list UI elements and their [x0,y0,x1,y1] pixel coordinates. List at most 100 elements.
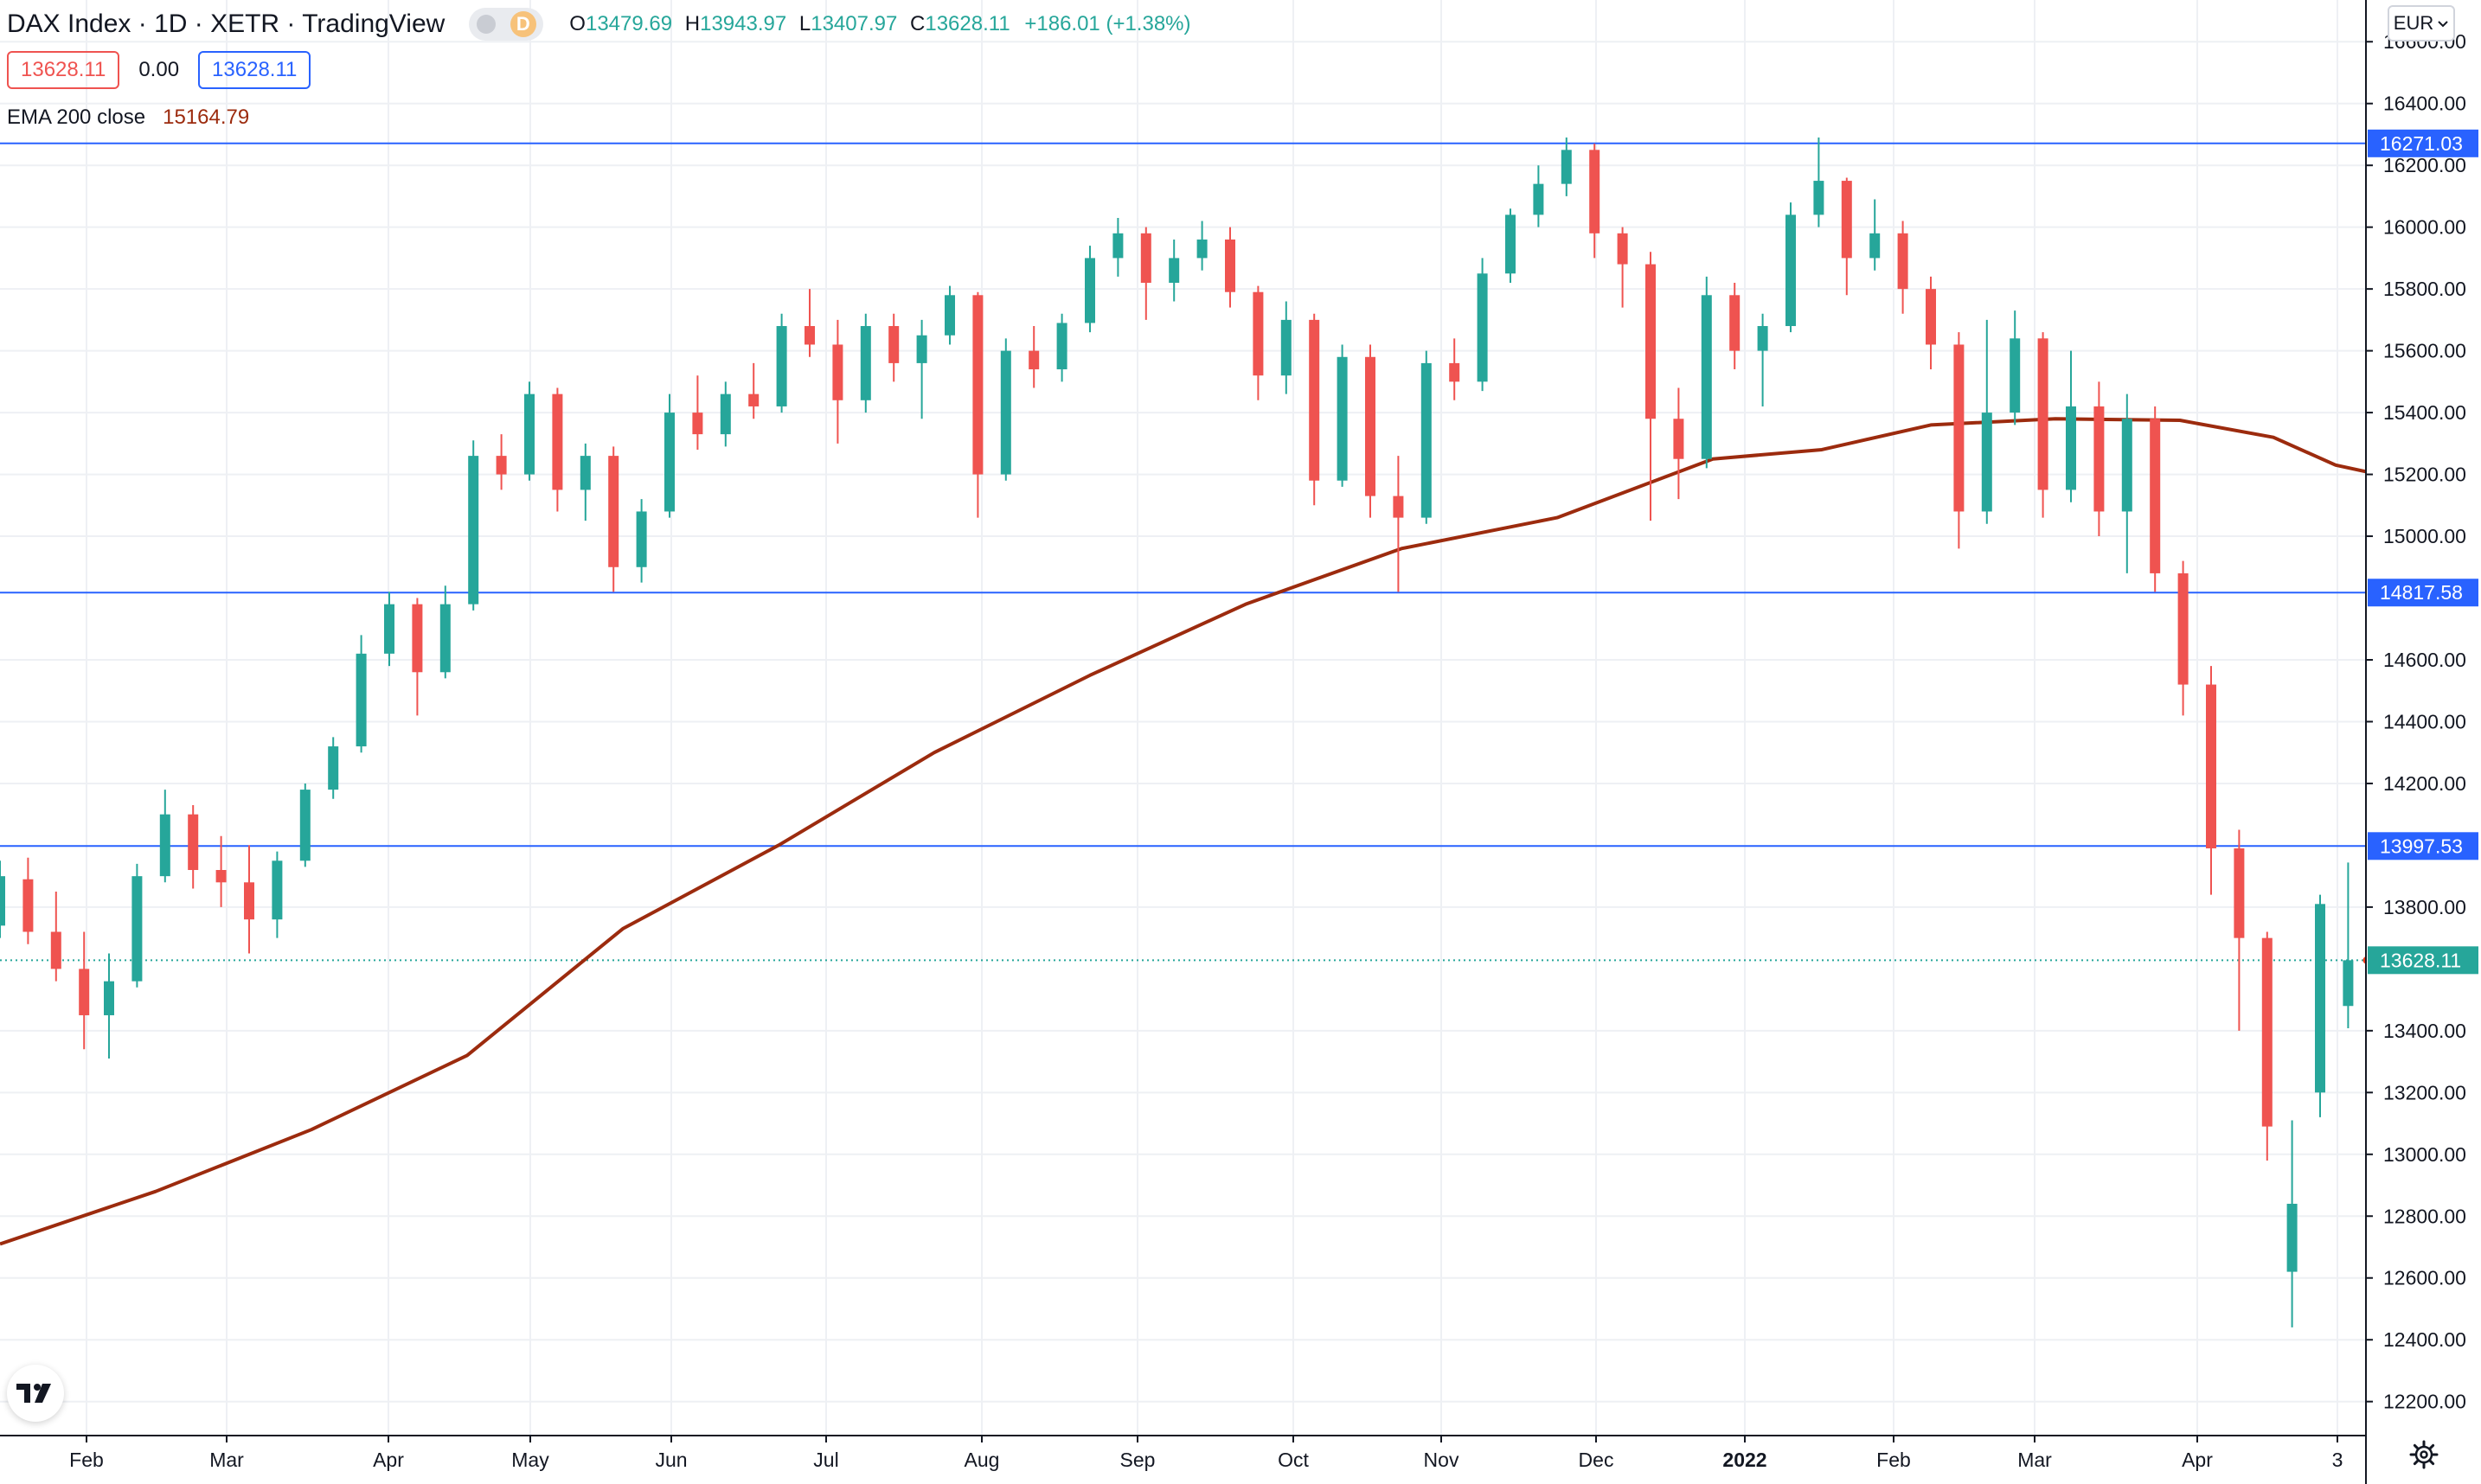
buy-button[interactable]: 13628.11 [198,51,311,89]
x-tick-label: 3 [2332,1449,2343,1471]
candle [1729,282,1741,370]
candle-body [2261,937,2273,1127]
candle [299,783,311,867]
level-tag-label: 14817.58 [2380,581,2463,604]
candle [244,845,254,954]
candle-body [608,456,619,567]
tradingview-logo-icon[interactable] [7,1365,64,1422]
candle [2121,393,2132,573]
symbol-title[interactable]: DAX Index · 1D · XETR · TradingView [7,10,446,38]
candle [1701,276,1712,469]
candle-body [1140,233,1151,283]
level-tag-label: 16271.03 [2380,132,2463,155]
currency-selector[interactable]: EUR [2388,5,2455,42]
candle [1169,239,1180,302]
candle-body [524,393,535,475]
candle-body [328,746,339,790]
interval-pill[interactable]: D [469,8,544,41]
candle-body [131,876,143,982]
high-label: H [684,12,701,35]
candle-body [2177,572,2189,685]
level-tag-label: 13997.53 [2380,835,2463,857]
price-axis-bg [2366,0,2481,1484]
candle [1813,138,1824,227]
candle-body [1701,295,1712,459]
candle [2177,560,2189,716]
trade-buttons: 13628.11 0.00 13628.11 [7,50,311,90]
horizontal-level-lines[interactable] [0,142,2366,848]
candle-body [0,876,5,926]
y-tick-label: 15400.00 [2383,401,2466,424]
candle [496,434,507,490]
candle-body [2150,419,2161,573]
candle [1420,350,1432,524]
x-tick-label: Apr [2182,1449,2213,1471]
x-tick-label: Nov [1424,1449,1459,1471]
candle-body [945,295,955,336]
candle-body [580,456,591,490]
sell-button[interactable]: 13628.11 [7,51,120,89]
y-tick-label: 15200.00 [2383,464,2466,486]
level-tag-bg [2368,832,2478,860]
chevron-down-icon [2438,21,2448,28]
candle [1449,338,1460,400]
indicator-name[interactable]: EMA 200 close [7,106,146,129]
candle-body [1841,181,1852,259]
candle-body [468,456,479,604]
ohlc-values: O13479.69 H13943.97 L13407.97 C13628.11 … [562,12,1190,36]
candle [524,381,535,481]
candle [1056,313,1067,382]
candle-body [972,295,984,475]
x-tick-label: Mar [209,1449,244,1471]
candle [916,319,927,419]
indicator-value: 15164.79 [163,106,250,129]
y-tick-label: 14400.00 [2383,710,2466,732]
candle-body [692,413,703,435]
candle-body [215,870,227,883]
candle [1000,338,1011,481]
candle [1561,138,1572,196]
x-tick-label: 2022 [1722,1449,1766,1471]
time-axis[interactable]: Feb Mar Apr May Jun Jul Aug Sep Oct Nov Dec 2022 Feb… [0,1435,2366,1471]
candle [215,835,227,907]
candle [2037,332,2048,518]
candle-body [1729,295,1741,351]
candle-body [1953,344,1965,512]
candle [2206,666,2216,895]
candle [384,592,394,667]
candle [2343,862,2354,1028]
candle-body [1505,214,1516,274]
candle [748,362,760,419]
candle [1280,301,1292,394]
y-tick-label: 13800.00 [2383,896,2466,918]
ema-200-line[interactable] [0,417,2430,1246]
candle-body [2010,338,2021,413]
x-tick-label: Dec [1579,1449,1614,1471]
y-tick-label: 12200.00 [2383,1391,2466,1413]
candle [1645,252,1656,521]
candle-body [439,604,451,673]
candle-body [1000,350,1011,475]
status-dot-icon [476,15,496,34]
indicator-legend[interactable]: EMA 200 close 15164.79 [7,102,249,133]
candle [1477,258,1488,392]
candle [1757,313,1768,406]
candle-body [805,326,815,345]
candles[interactable] [0,138,2354,1327]
y-tick-label: 12400.00 [2383,1328,2466,1351]
x-tick-label: Sep [1120,1449,1156,1471]
candle [356,635,367,753]
price-axis[interactable]: 16600.0016400.0016200.0016000.0015800.00… [2365,0,2481,1484]
candle [2315,894,2325,1117]
candle [1926,276,1936,370]
candle [188,804,199,889]
candle [720,381,731,447]
candle-body [720,393,731,435]
candle [1337,344,1348,487]
candle-body [1926,289,1936,345]
candle-body [1785,214,1796,327]
y-tick-label: 14600.00 [2383,649,2466,671]
settings-gear-icon[interactable] [2407,1437,2441,1472]
candle-body [1645,264,1656,419]
